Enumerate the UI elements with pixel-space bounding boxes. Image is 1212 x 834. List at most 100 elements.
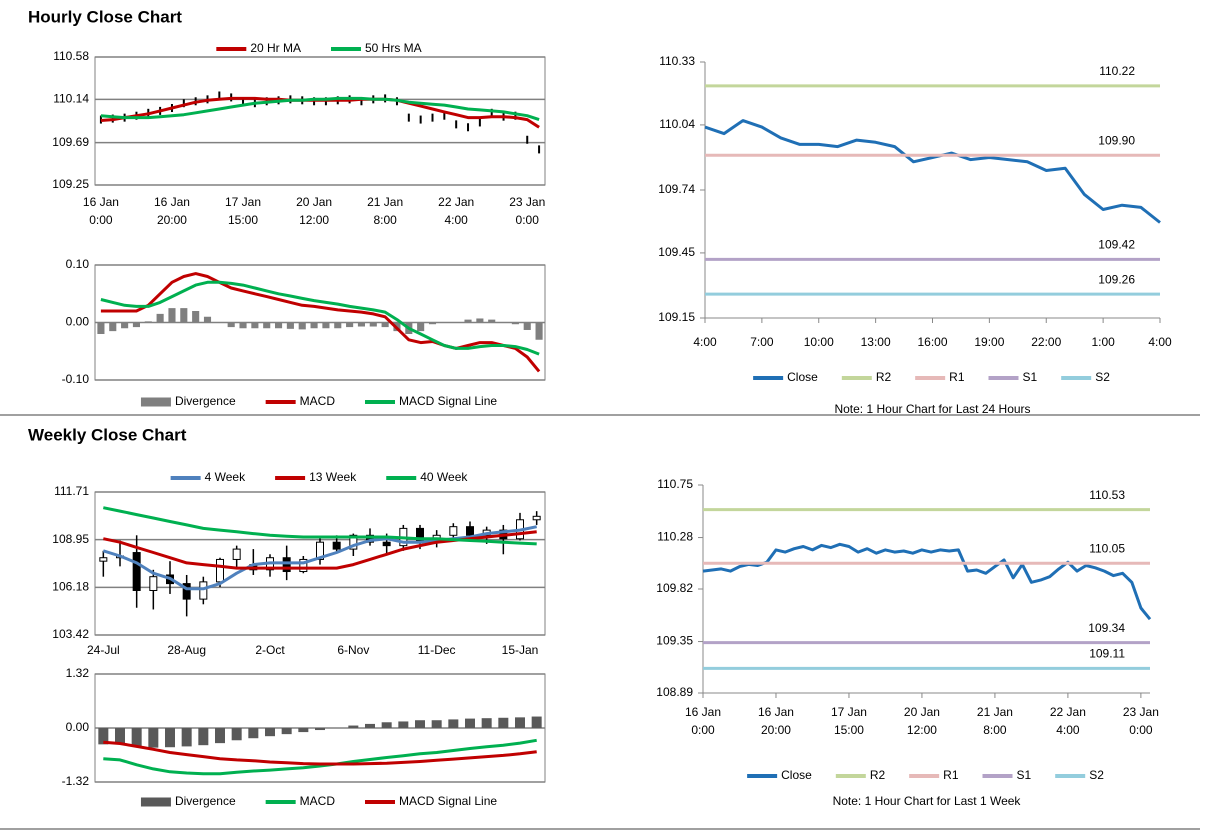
x-tick-label: 4:00 bbox=[693, 335, 717, 349]
divergence-bar bbox=[156, 313, 164, 323]
y-tick-label: 110.33 bbox=[659, 54, 695, 68]
divergence-bar bbox=[203, 316, 212, 323]
candle-body bbox=[382, 541, 391, 547]
candle-body bbox=[349, 534, 358, 550]
note: Note: 1 Hour Chart for Last 1 Week bbox=[833, 794, 1022, 808]
divergence-bar bbox=[415, 720, 425, 728]
divergence-bar bbox=[398, 721, 409, 728]
x-tick-label: 22:00 bbox=[1031, 335, 1061, 349]
plot-frame bbox=[94, 56, 546, 186]
x-tick-label: 12:00 bbox=[907, 723, 937, 737]
candle-body bbox=[199, 581, 208, 600]
divergence-bar bbox=[523, 322, 531, 330]
y-tick-label: 110.14 bbox=[53, 92, 89, 106]
y-tick-label: 1.32 bbox=[66, 666, 90, 680]
divergence-bar bbox=[97, 322, 105, 334]
divergence-bar bbox=[181, 728, 192, 747]
divergence-bar bbox=[248, 728, 259, 739]
legend-label: 4 Week bbox=[205, 470, 246, 484]
line bbox=[100, 280, 540, 356]
legend-label: 20 Hr MA bbox=[250, 41, 301, 55]
divergence-bar bbox=[381, 722, 392, 728]
divergence-bar bbox=[251, 322, 259, 329]
divergence-bar bbox=[115, 728, 125, 745]
y-tick-label: 109.74 bbox=[658, 182, 695, 196]
x-tick-label: 20:00 bbox=[761, 723, 791, 737]
x-tick-label: 12:00 bbox=[299, 213, 329, 227]
divergence-bar bbox=[428, 322, 437, 325]
line bbox=[103, 506, 537, 546]
x-tick-label: 0:00 bbox=[516, 213, 540, 227]
divergence-bar bbox=[348, 725, 359, 728]
divergence-bar bbox=[417, 322, 425, 332]
price-bar bbox=[407, 113, 410, 122]
legend-swatch bbox=[140, 797, 171, 807]
note: Note: 1 Hour Chart for Last 24 Hours bbox=[834, 402, 1030, 416]
x-tick-label: 10:00 bbox=[804, 335, 834, 349]
x-tick-label: 19:00 bbox=[974, 335, 1004, 349]
legend-label: S1 bbox=[1017, 768, 1032, 782]
price-bar bbox=[490, 108, 493, 117]
x-tick-label: 17 Jan bbox=[831, 705, 867, 719]
divergence-bar bbox=[132, 322, 140, 328]
x-tick-label: 21 Jan bbox=[367, 195, 403, 209]
x-tick-label: 20:00 bbox=[157, 213, 187, 227]
price-bar bbox=[526, 135, 529, 144]
divergence-bar bbox=[131, 728, 142, 747]
divergence-bar bbox=[515, 717, 525, 728]
y-tick-label: 109.35 bbox=[656, 634, 693, 648]
plot-frame bbox=[94, 491, 546, 636]
x-tick-label: 20 Jan bbox=[904, 705, 940, 719]
section-title: Weekly Close Chart bbox=[28, 425, 187, 444]
legend-label: MACD Signal Line bbox=[399, 394, 497, 408]
divergence-bar bbox=[498, 717, 509, 728]
x-tick-label: 11-Dec bbox=[418, 643, 456, 657]
divergence-bar bbox=[365, 723, 375, 728]
price-bar bbox=[467, 123, 470, 132]
candle-body bbox=[282, 557, 291, 573]
x-tick-label: 8:00 bbox=[373, 213, 397, 227]
legend-label: Close bbox=[787, 370, 818, 384]
x-tick-label: 0:00 bbox=[691, 723, 715, 737]
level-label: 110.05 bbox=[1089, 541, 1125, 555]
divergence-bar bbox=[381, 322, 389, 328]
x-tick-label: 0:00 bbox=[89, 213, 113, 227]
x-tick-label: 28-Aug bbox=[167, 643, 206, 657]
level-label: 109.34 bbox=[1088, 621, 1125, 635]
candle-body bbox=[532, 515, 541, 521]
candle-body bbox=[449, 526, 458, 536]
legend-label: MACD Signal Line bbox=[399, 794, 497, 808]
legend-label: S2 bbox=[1095, 370, 1110, 384]
divergence-bar bbox=[448, 719, 459, 728]
divergence-bar bbox=[535, 322, 543, 340]
divergence-bar bbox=[531, 716, 542, 728]
x-tick-label: 4:00 bbox=[1148, 335, 1172, 349]
divergence-bar bbox=[286, 322, 294, 329]
x-tick-label: 22 Jan bbox=[1050, 705, 1086, 719]
x-tick-label: 20 Jan bbox=[296, 195, 332, 209]
divergence-bar bbox=[346, 322, 354, 328]
y-tick-label: -1.32 bbox=[62, 774, 90, 788]
candle-body bbox=[216, 558, 224, 583]
divergence-bar bbox=[310, 322, 318, 329]
divergence-bar bbox=[109, 322, 117, 332]
x-tick-label: 16 Jan bbox=[154, 195, 190, 209]
x-tick-label: 22 Jan bbox=[438, 195, 474, 209]
price-bar bbox=[538, 145, 541, 154]
price-bar bbox=[218, 91, 221, 100]
legend-swatch bbox=[140, 397, 171, 407]
divergence-bar bbox=[334, 322, 342, 329]
legend-label: R2 bbox=[870, 768, 886, 782]
y-tick-label: 109.82 bbox=[656, 581, 693, 595]
legend-label: Divergence bbox=[175, 394, 236, 408]
divergence-bar bbox=[168, 308, 176, 323]
divergence-bar bbox=[369, 322, 377, 327]
x-tick-label: 16 Jan bbox=[758, 705, 794, 719]
x-tick-label: 4:00 bbox=[445, 213, 469, 227]
price-bar bbox=[419, 115, 422, 124]
divergence-bar bbox=[263, 322, 271, 329]
section-title: Hourly Close Chart bbox=[28, 7, 182, 26]
legend-label: R1 bbox=[943, 768, 959, 782]
divergence-bar bbox=[239, 322, 247, 329]
legend-label: MACD bbox=[300, 794, 336, 808]
